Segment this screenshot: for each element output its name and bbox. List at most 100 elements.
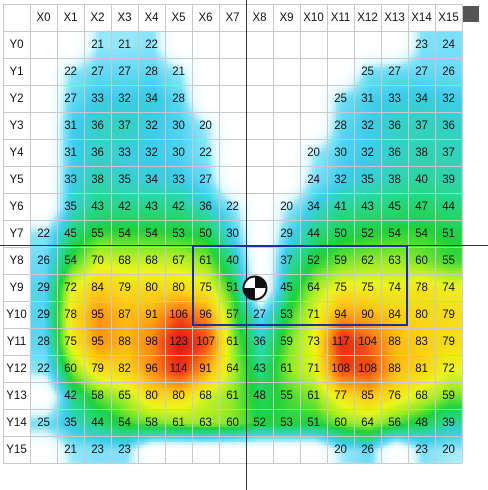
grid-line-vertical [462,4,463,463]
heatmap-cell: 79 [91,362,104,375]
heatmap-cell: 42 [172,200,185,213]
heatmap-cell: 31 [361,92,374,105]
heatmap-cell: 80 [415,308,428,321]
heatmap-cell: 27 [64,92,77,105]
heatmap-cell: 33 [118,146,131,159]
heatmap-cell [246,220,273,247]
heatmap-cell: 123 [169,335,188,348]
heatmap-cell: 60 [226,416,239,429]
heatmap-cell: 33 [172,173,185,186]
row-header: Y2 [9,92,24,105]
heatmap-cell: 114 [169,362,188,375]
grid-line-horizontal [3,301,462,302]
heatmap-cell: 29 [280,227,293,240]
heatmap-cell: 32 [361,119,374,132]
heatmap-cell: 27 [118,65,131,78]
heatmap-cell: 72 [442,362,455,375]
heatmap-cell [192,85,219,112]
column-header: X8 [252,11,267,24]
heatmap-cell: 61 [199,254,212,267]
heatmap-cell: 79 [442,335,455,348]
heatmap-cell [273,139,300,166]
heatmap-cell: 35 [118,173,131,186]
heatmap-cell: 27 [199,173,212,186]
grid-line-vertical [84,4,85,463]
heatmap-cell: 37 [118,119,131,132]
heatmap-cell [30,31,57,58]
row-header: Y6 [9,200,24,213]
heatmap-cell: 41 [334,200,347,213]
heatmap-cell: 32 [145,119,158,132]
grid-line-vertical [111,4,112,463]
heatmap-cell: 64 [361,416,374,429]
heatmap-cell [30,112,57,139]
grid-line-horizontal [3,112,462,113]
grid-line-horizontal [3,85,462,86]
grid-line-vertical [192,4,193,463]
heatmap-cell: 50 [334,227,347,240]
row-header: Y3 [9,119,24,132]
heatmap-cell: 51 [442,227,455,240]
heatmap-cell [300,112,327,139]
selection-rectangle[interactable] [192,245,408,326]
heatmap-cell [300,85,327,112]
heatmap-cell: 30 [172,119,185,132]
corner-square-button[interactable] [463,6,479,22]
heatmap-cell [273,31,300,58]
heatmap-cell: 108 [331,362,350,375]
heatmap-cell [273,436,300,463]
heatmap-cell: 68 [199,389,212,402]
heatmap-cell: 73 [307,335,320,348]
heatmap-cell: 31 [64,119,77,132]
heatmap-cell: 27 [388,65,401,78]
heatmap-cell [246,139,273,166]
row-header: Y15 [6,443,27,456]
grid-line-horizontal [3,4,462,5]
heatmap-cell: 22 [64,65,77,78]
heatmap-cell: 61 [307,389,320,402]
heatmap-cell: 32 [442,92,455,105]
heatmap-cell: 61 [226,389,239,402]
heatmap-cell: 45 [64,227,77,240]
grid-line-vertical [165,4,166,463]
heatmap-cell: 40 [415,173,428,186]
heatmap-cell [219,166,246,193]
heatmap-cell [327,58,354,85]
heatmap-cell: 21 [64,443,77,456]
heatmap-cell: 56 [388,416,401,429]
heatmap-cell: 31 [64,146,77,159]
row-header: Y7 [9,227,24,240]
heatmap-cell: 25 [334,92,347,105]
heatmap-cell [165,436,192,463]
heatmap-cell: 50 [199,227,212,240]
heatmap-cell: 36 [91,119,104,132]
heatmap-cell: 53 [172,227,185,240]
row-header: Y13 [6,389,27,402]
heatmap-cell: 98 [145,335,158,348]
heatmap-cell: 23 [118,443,131,456]
heatmap-cell: 74 [388,281,401,294]
heatmap-cell [273,58,300,85]
grid-line-vertical [354,4,355,463]
grid-line-vertical [219,4,220,463]
heatmap-cell: 75 [361,281,374,294]
heatmap-cell: 44 [91,416,104,429]
row-header: Y9 [9,281,24,294]
heatmap-cell: 53 [280,416,293,429]
grid-line-vertical [138,4,139,463]
heatmap-cell: 32 [118,92,131,105]
heatmap-cell: 36 [388,119,401,132]
heatmap-cell: 91 [145,308,158,321]
heatmap-cell: 95 [91,335,104,348]
column-header: X14 [411,11,432,24]
center-of-gravity-icon[interactable] [242,275,268,301]
heatmap-cell: 90 [361,308,374,321]
row-header: Y4 [9,146,24,159]
heatmap-cell: 43 [91,200,104,213]
heatmap-cell [273,112,300,139]
heatmap-cell: 21 [172,65,185,78]
heatmap-cell: 29 [37,308,50,321]
heatmap-cell: 22 [199,146,212,159]
heatmap-cell: 79 [118,281,131,294]
